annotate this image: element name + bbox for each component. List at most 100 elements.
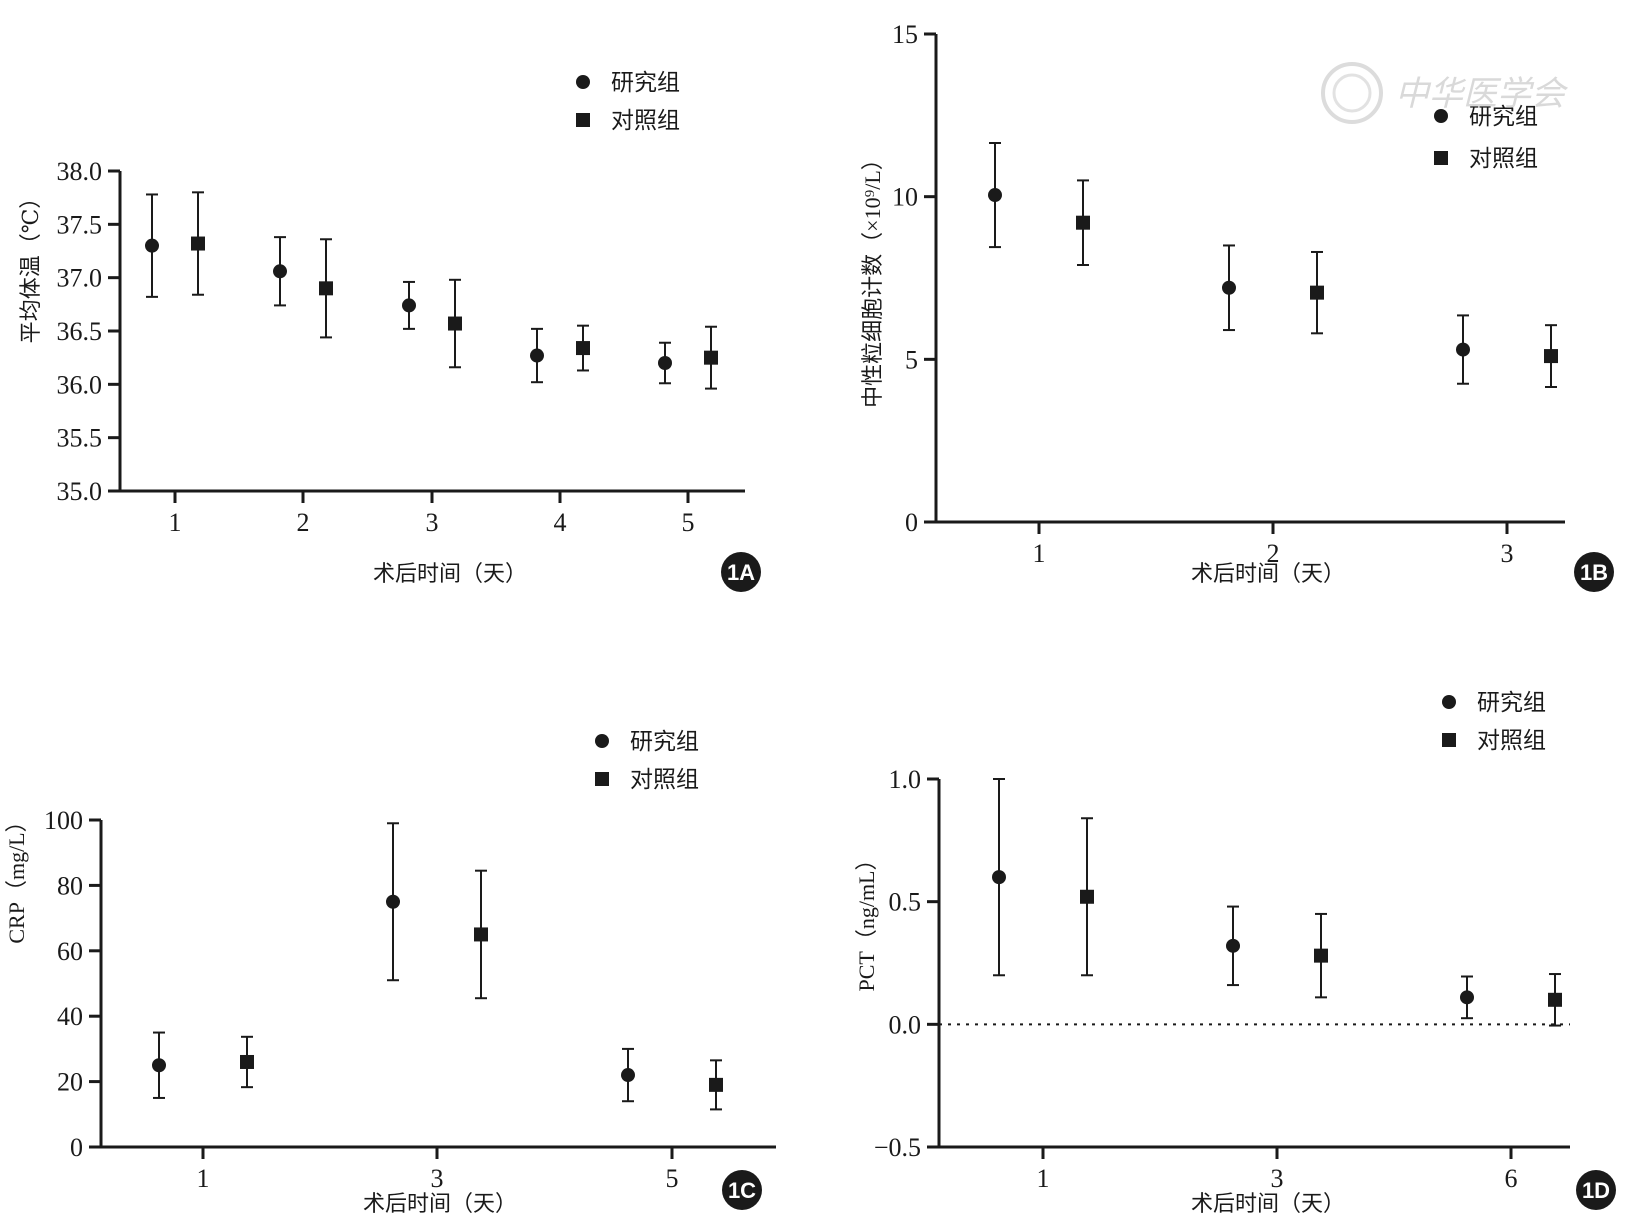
point-control-group — [576, 341, 590, 356]
watermark-text: 中华医学会 — [1395, 74, 1569, 114]
x-tick-label: 1 — [1037, 1164, 1050, 1193]
y-tick-label: 37.0 — [57, 264, 103, 293]
legend-square-icon — [1434, 151, 1448, 165]
x-tick-label: 4 — [554, 508, 567, 537]
y-tick-label: 15 — [892, 20, 918, 49]
y-tick-label: 40 — [57, 1002, 83, 1031]
legend-circle-icon — [595, 734, 609, 748]
legend-square-icon — [576, 113, 590, 127]
point-control-group — [240, 1054, 254, 1069]
y-tick-label: 37.5 — [57, 210, 103, 239]
point-study-group — [992, 870, 1006, 885]
panel-badge-label: 1A — [727, 560, 755, 585]
legend-square-icon — [1442, 733, 1456, 747]
legend-label: 研究组 — [630, 729, 699, 754]
y-tick-label: 0 — [70, 1133, 83, 1162]
point-control-group — [474, 927, 488, 942]
x-tick-label: 3 — [1271, 1164, 1284, 1193]
y-tick-label: 80 — [57, 871, 83, 900]
point-study-group — [1460, 990, 1474, 1005]
x-tick-label: 1 — [197, 1164, 210, 1193]
legend-label: 对照组 — [1469, 146, 1538, 171]
point-control-group — [1076, 215, 1090, 230]
point-control-group — [1314, 948, 1328, 963]
x-tick-label: 3 — [426, 508, 439, 537]
point-control-group — [709, 1077, 723, 1092]
point-study-group — [145, 238, 159, 253]
legend-label: 研究组 — [1477, 690, 1546, 715]
point-study-group — [152, 1058, 166, 1073]
y-tick-label: 35.0 — [57, 477, 103, 506]
y-tick-label: 0 — [905, 508, 918, 537]
point-study-group — [1222, 280, 1236, 295]
x-axis-title: 术后时间（天） — [1191, 561, 1345, 586]
legend-square-icon — [595, 772, 609, 786]
y-tick-label: 20 — [57, 1068, 83, 1097]
legend-circle-icon — [576, 75, 590, 89]
y-tick-label: 38.0 — [57, 157, 103, 186]
x-tick-label: 5 — [666, 1164, 679, 1193]
legend-circle-icon — [1442, 695, 1456, 709]
point-control-group — [1548, 992, 1562, 1007]
point-control-group — [191, 236, 205, 251]
x-tick-label: 5 — [682, 508, 695, 537]
y-tick-label: 100 — [44, 806, 83, 835]
point-study-group — [1456, 342, 1470, 357]
point-control-group — [1544, 349, 1558, 364]
legend-label: 研究组 — [611, 70, 680, 95]
point-control-group — [448, 316, 462, 331]
watermark: 中华医学会 — [1321, 62, 1569, 124]
point-control-group — [704, 350, 718, 365]
point-study-group — [1226, 938, 1240, 953]
panel-badge — [722, 1170, 762, 1210]
y-tick-label: 0.0 — [889, 1010, 922, 1039]
panel-badge — [1574, 552, 1614, 592]
y-tick-label: 10 — [892, 183, 918, 212]
y-axis-title: 中性粒细胞计数（×10⁹/L） — [860, 148, 885, 408]
chart-panel-1a: 35.0 35.5 36.0 36.5 37.0 37.5 38.0 1 2 3 4 5 研究组对照组术… — [18, 70, 761, 592]
y-tick-label: 36.0 — [57, 370, 103, 399]
point-study-group — [386, 894, 400, 909]
panel-badge — [721, 552, 761, 592]
y-axis-title: CRP（mg/L） — [4, 810, 29, 943]
y-tick-label: −0.5 — [874, 1133, 921, 1162]
legend-circle-icon — [1434, 109, 1448, 123]
panel-badge-label: 1D — [1582, 1178, 1610, 1203]
legend-label: 对照组 — [611, 108, 680, 133]
point-control-group — [1080, 889, 1094, 904]
legend-label: 对照组 — [630, 767, 699, 792]
point-study-group — [273, 264, 287, 279]
x-tick-label: 1 — [169, 508, 182, 537]
watermark-seal-inner — [1332, 73, 1372, 113]
panel-badge-label: 1B — [1580, 560, 1608, 585]
point-study-group — [402, 298, 416, 313]
x-tick-label: 1 — [1033, 539, 1046, 568]
point-control-group — [319, 281, 333, 296]
legend-label: 对照组 — [1477, 728, 1546, 753]
legend-label: 研究组 — [1469, 104, 1538, 129]
y-tick-label: 1.0 — [889, 765, 922, 794]
y-tick-label: 0.5 — [889, 888, 922, 917]
x-tick-label: 3 — [1501, 539, 1514, 568]
x-axis-title: 术后时间（天） — [373, 561, 527, 586]
point-control-group — [1310, 285, 1324, 300]
x-tick-label: 3 — [431, 1164, 444, 1193]
y-axis-title: PCT（ng/mL） — [854, 848, 879, 991]
point-study-group — [621, 1068, 635, 1083]
point-study-group — [988, 188, 1002, 203]
point-study-group — [530, 348, 544, 363]
x-axis-title: 术后时间（天） — [1191, 1191, 1345, 1216]
panel-badge — [1576, 1170, 1616, 1210]
x-tick-label: 2 — [1267, 539, 1280, 568]
x-tick-label: 6 — [1505, 1164, 1518, 1193]
x-tick-label: 2 — [297, 508, 310, 537]
y-tick-label: 60 — [57, 937, 83, 966]
y-axis-title: 平均体温（℃） — [18, 187, 43, 344]
y-tick-label: 5 — [905, 345, 918, 374]
panel-badge-label: 1C — [728, 1178, 756, 1203]
x-axis-title: 术后时间（天） — [363, 1191, 517, 1216]
